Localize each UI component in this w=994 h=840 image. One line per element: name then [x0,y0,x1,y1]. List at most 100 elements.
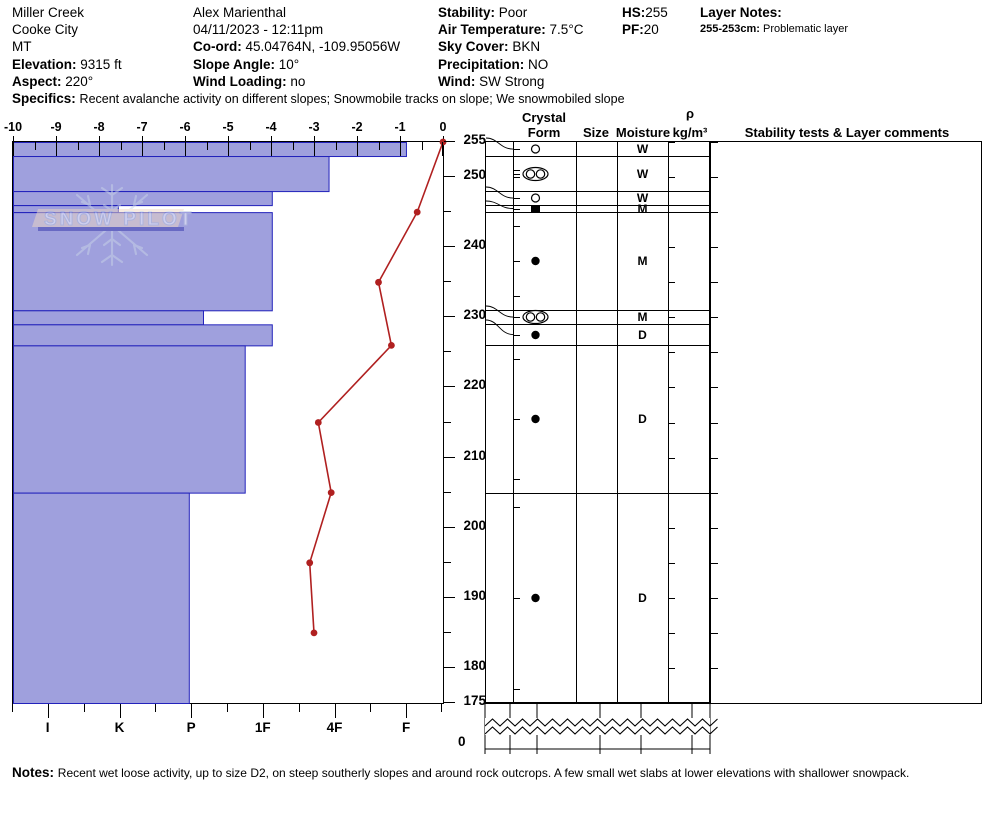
wind-label: Wind: [438,73,476,89]
depth-label: 240 [463,237,486,253]
notes-label: Notes: [12,765,55,780]
temperature-profile-line [308,141,444,633]
depth-tick [444,456,455,458]
temp-major-tick [228,142,229,156]
temp-tick-label: -10 [3,120,23,134]
temp-tick-label: -4 [265,120,277,134]
crystal-size-tick [513,149,520,150]
header-column-layer-notes: Layer Notes: 255-253cm: Problematic laye… [700,4,848,38]
density-tick [668,352,675,354]
aspect-value: 220° [65,73,94,89]
crystal-form-circle-open-icon [513,140,576,158]
pf-value: 20 [643,22,659,38]
layer-bar [13,345,246,494]
wind-value: SW Strong [479,73,545,89]
crystal-form-double-circle-icon [513,308,576,326]
crystal-size-tick [513,506,520,508]
depth-tick [444,666,455,668]
temp-major-tick [142,142,143,156]
wind-loading-label: Wind Loading: [193,73,287,89]
stability-row-tick [711,597,718,599]
pf-label: PF: [622,22,644,38]
precipitation-value: NO [528,56,549,72]
snowpilot-watermark: SNOW PILOT [22,183,202,267]
hardness-tick [227,704,228,712]
crystal-size-tick [513,170,520,172]
hardness-axis: I K P 1F 4F F [12,704,444,754]
specifics-row: Specifics: Recent avalanche activity on … [12,91,625,106]
layer-row-divider [486,702,709,703]
stability-row-tick [711,703,718,704]
hardness-label-i: I [45,720,50,735]
hardness-tick [12,704,13,712]
depth-label: 190 [463,587,486,603]
header-column-snowpack: HS:255 PF:20 [622,4,668,38]
layer-bar [13,492,190,704]
layer-row-divider [486,156,709,158]
density-tick [668,597,675,599]
temp-minor-tick [335,142,337,150]
layer-row-divider [486,205,709,207]
layer-row-divider [486,345,709,347]
temperature-point [310,629,318,637]
header-column-observer: Alex Marienthal 04/11/2023 - 12:11pm Co-… [193,4,400,90]
hardness-label-k: K [114,720,125,735]
depth-tick [444,141,455,142]
layer-bar [13,156,330,193]
hardness-tick [334,704,336,718]
temp-tick [314,136,315,142]
depth-tick [444,702,455,703]
layer-row-divider [486,492,709,494]
stability-row-tick [711,527,718,529]
depth-label: 230 [463,307,486,323]
size-header: Size [582,125,609,140]
header-column-location: Miller Creek Cooke City MT Elevation: 93… [12,4,122,90]
observation-datetime: 04/11/2023 - 12:11pm [193,22,324,38]
depth-break-zone: 0 [444,704,982,754]
moisture-value: M [637,310,648,325]
density-tick [668,422,675,424]
stability-row-tick [711,282,718,284]
temperature-point [439,138,447,146]
elevation-value: 9315 ft [80,56,122,72]
density-tick [668,247,675,249]
density-tick [668,632,675,634]
temperature-point [314,419,322,426]
layer-note-text: Problematic layer [763,23,848,36]
depth-tick [444,561,451,563]
layer-note-range: 255-253cm: [700,23,760,36]
temp-tick [271,136,272,142]
layer-bar [13,310,204,326]
sky-cover-value: BKN [512,39,541,55]
density-tick [668,703,675,704]
aspect-label: Aspect: [12,73,62,89]
temp-major-tick [99,142,100,156]
density-tick [668,667,675,669]
density-tick [668,142,675,143]
depth-label: 220 [463,377,486,393]
slope-angle-value: 10° [278,56,300,72]
hardness-tick [119,704,121,718]
depth-tick [444,386,455,388]
site-state: MT [12,39,32,55]
temp-major-tick [271,142,272,156]
temp-minor-tick [378,142,380,150]
layer-bar [13,142,407,158]
table-column-divider [576,142,577,703]
site-area: Cooke City [12,22,79,38]
rho-units-header: kg/m³ [672,125,708,140]
coord-label: Co-ord: [193,39,242,55]
hardness-label-p: P [186,720,196,735]
temp-tick-label: 0 [439,120,447,134]
temp-minor-tick [292,142,294,150]
stability-row-tick [711,142,718,143]
table-column-divider [617,142,618,703]
notes-value: Recent wet loose activity, up to size D2… [57,766,910,780]
hardness-tick [298,704,300,712]
temp-minor-tick [163,142,165,150]
rho-header: ρ [685,106,695,121]
temp-tick [228,136,229,142]
temp-tick-label: -2 [351,120,363,134]
hardness-tick [47,704,49,718]
layer-row-divider [486,324,709,326]
